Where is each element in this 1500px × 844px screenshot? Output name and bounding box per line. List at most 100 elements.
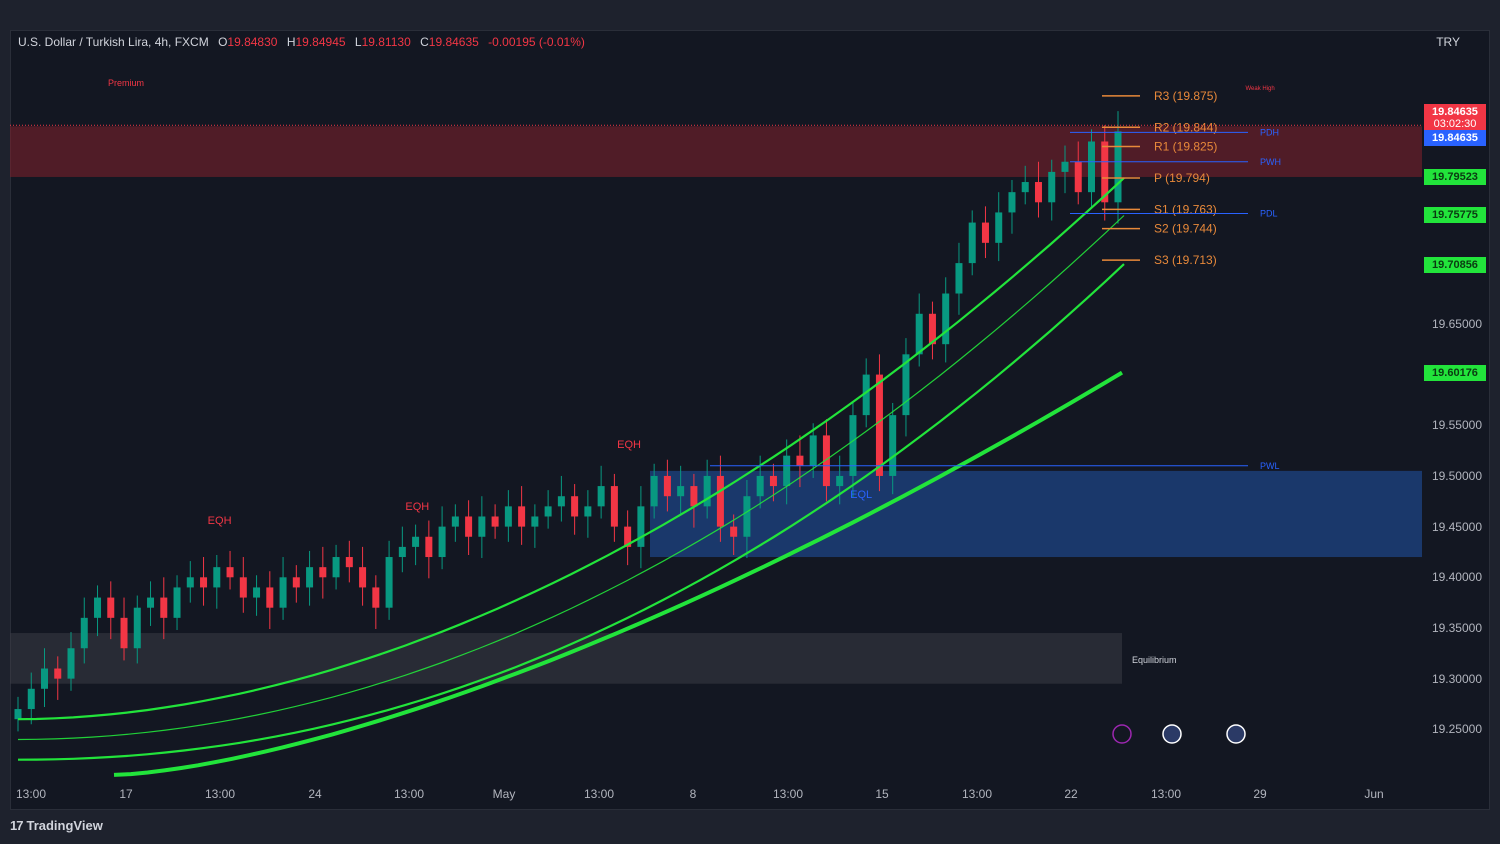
candle-body <box>915 313 923 355</box>
price-axis[interactable]: 19.25000 19.30000 19.35000 19.40000 19.45000… <box>1422 30 1490 780</box>
time-tick-label: 8 <box>689 787 697 801</box>
time-tick-label: 13:00 <box>1150 787 1182 801</box>
candle-body <box>902 354 910 416</box>
time-axis[interactable]: 13:00 17 13:00 24 13:00 May 13:00 8 13:00 15 13:00… <box>10 782 1422 808</box>
time-tick-label: 13:00 <box>393 787 425 801</box>
time-tick-label: 13:00 <box>772 787 804 801</box>
candle-body <box>836 475 844 487</box>
low-label: L <box>354 35 362 49</box>
candle-body <box>1048 171 1056 203</box>
pivot-level-label: S3 (19.713) <box>1154 253 1217 267</box>
candle-body <box>306 567 314 588</box>
candle-body <box>1101 141 1109 203</box>
pivot-level-label: R1 (19.825) <box>1154 140 1217 154</box>
candle-body <box>226 567 234 578</box>
candle-body <box>557 496 565 507</box>
high-label: H <box>286 35 296 49</box>
candle-body <box>27 688 35 710</box>
candle-body <box>544 506 552 517</box>
candle-body <box>425 536 433 558</box>
candle-body <box>650 475 658 507</box>
ema-mid-line <box>17 215 1125 741</box>
price-tick-label: 19.45000 <box>1431 519 1482 534</box>
price-tick-label: 19.65000 <box>1431 316 1482 331</box>
time-tick-label: 13:00 <box>583 787 615 801</box>
candle-body <box>332 557 340 578</box>
open-value: 19.84830 <box>227 35 278 49</box>
time-tick-label: 17 <box>119 787 133 801</box>
candle-body <box>796 455 804 466</box>
candle-body <box>1074 161 1082 193</box>
candle-body <box>491 516 499 527</box>
candle-body <box>504 506 512 527</box>
close-label: C <box>420 35 429 49</box>
candle-body <box>412 536 420 547</box>
candle-body <box>438 526 446 558</box>
ema-fast-line <box>17 177 1125 721</box>
symbol-title[interactable]: U.S. Dollar / Turkish Lira, 4h, FXCM <box>18 35 209 49</box>
annotation-label: EQH <box>208 515 232 527</box>
candle-body <box>1061 161 1069 172</box>
change-value: -0.00195 (-0.01%) <box>488 35 585 49</box>
candle-body <box>253 587 261 598</box>
close-value: 19.84635 <box>428 35 479 49</box>
price-badge: 19.75775 <box>1424 206 1486 223</box>
candle-body <box>173 587 181 618</box>
price-chart[interactable]: Premium Equilibrium R3 (19.875) R2 (19.844)… <box>10 30 1422 780</box>
price-badge: 19.84635 <box>1424 129 1486 146</box>
candle-body <box>345 557 353 568</box>
price-badge: 19.70856 <box>1424 256 1486 273</box>
price-tick-label: 19.30000 <box>1431 671 1482 686</box>
time-tick-label: May <box>492 787 516 801</box>
price-badge: 19.60176 <box>1424 364 1486 381</box>
us-flag-event-icon <box>1226 724 1246 744</box>
candle-body <box>822 435 830 487</box>
time-tick-label: 29 <box>1253 787 1267 801</box>
candle-body <box>597 486 605 507</box>
price-badge: 19.84635 03:02:30 <box>1424 104 1486 133</box>
candle-body <box>889 415 897 476</box>
candle-body <box>266 587 274 608</box>
candle-body <box>995 212 1003 243</box>
candle-body <box>849 415 857 476</box>
price-tick-label: 19.50000 <box>1431 468 1482 483</box>
tradingview-brand[interactable]: 17 TradingView <box>10 818 103 833</box>
us-flag-event-icon <box>1162 724 1182 744</box>
candle-body <box>372 587 380 608</box>
candle-body <box>637 506 645 547</box>
tradingview-logo-icon: 17 <box>10 818 24 833</box>
candle-body <box>928 313 936 345</box>
candle-body <box>1034 182 1042 203</box>
candle-body <box>213 567 221 588</box>
time-tick-label: 13:00 <box>204 787 236 801</box>
candle-body <box>981 222 989 243</box>
candle-body <box>398 546 406 558</box>
candle-body <box>610 486 618 527</box>
candle-body <box>809 435 817 466</box>
candle-body <box>875 374 883 476</box>
candle-body <box>41 668 49 689</box>
candle-body <box>186 577 194 588</box>
candle-body <box>624 526 632 547</box>
candle-body <box>54 668 62 679</box>
ema-slow-line <box>17 263 1125 761</box>
zone-label-equilibrium: Equilibrium <box>1132 655 1177 665</box>
candle-body <box>1087 141 1095 193</box>
candle-body <box>1008 192 1016 213</box>
candle-body <box>584 506 592 517</box>
candle-body <box>690 486 698 507</box>
candle-body <box>942 293 950 345</box>
pivot-level-label: S2 (19.744) <box>1154 222 1217 236</box>
time-tick-label: 13:00 <box>15 787 47 801</box>
ema-long-line <box>113 370 1124 777</box>
candle-body <box>279 577 287 608</box>
currency-label[interactable]: TRY <box>1436 35 1460 49</box>
candle-body <box>120 617 128 649</box>
candle-body <box>756 475 764 497</box>
candle-body <box>1021 182 1029 193</box>
time-tick-label: Jun <box>1364 787 1384 801</box>
annotation-label: EQH <box>617 439 641 451</box>
candle-body <box>663 475 671 497</box>
candle-body <box>359 567 367 588</box>
price-tick-label: 19.40000 <box>1431 570 1482 585</box>
